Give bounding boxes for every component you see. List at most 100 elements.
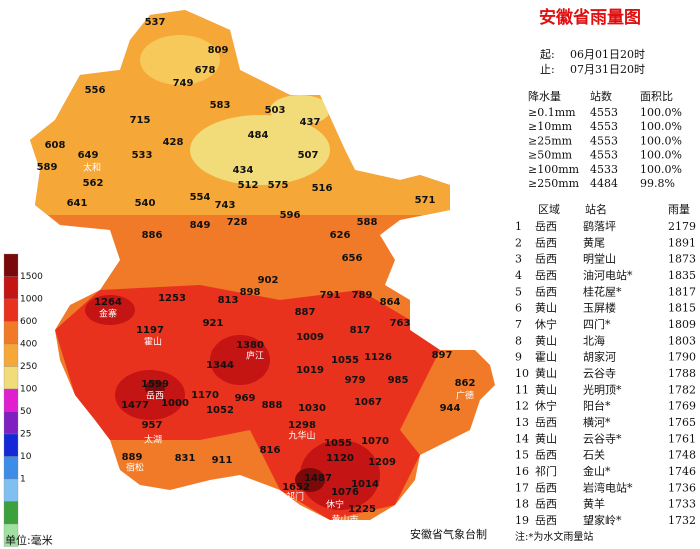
station-value: 816 (260, 445, 281, 456)
ranking-cell: 岳西 (535, 220, 557, 233)
place-name: 休宁 (326, 499, 344, 511)
station-value: 888 (262, 400, 283, 411)
station-value: 1055 (324, 438, 352, 449)
station-value: 813 (218, 295, 239, 306)
map (30, 10, 495, 520)
station-value: 789 (352, 290, 373, 301)
ranking-cell: 13 (515, 416, 529, 429)
ranking-cell: 黄山 (535, 382, 557, 396)
ranking-cell: 光明顶* (583, 382, 622, 396)
station-value: 1477 (121, 400, 149, 411)
station-value: 921 (203, 318, 224, 329)
station-value: 554 (190, 192, 211, 203)
place-name: 太和 (83, 162, 101, 174)
legend-label: 250 (20, 362, 37, 372)
station-value: 596 (280, 210, 301, 221)
ranking-cell: 6 (515, 302, 522, 315)
station-value: 1076 (331, 487, 359, 498)
station-value: 428 (163, 137, 184, 148)
ranking-cell: 17 (515, 481, 529, 494)
legend-swatch (3, 276, 19, 300)
ranking-cell: 胡家河 (583, 350, 616, 364)
station-value: 484 (248, 130, 269, 141)
ranking-cell: 石关 (583, 448, 605, 462)
station-value: 979 (345, 375, 366, 386)
station-value: 715 (130, 115, 151, 126)
legend-label: 1000 (20, 295, 43, 305)
period-start: 06月01日20时 (570, 48, 645, 61)
stats-cell: 4533 (590, 163, 618, 176)
station-value: 589 (37, 162, 58, 173)
place-name: 岳西 (146, 390, 164, 402)
ranking-cell: 岳西 (535, 514, 557, 527)
station-value: 809 (208, 45, 229, 56)
station-value: 1225 (348, 504, 376, 515)
ranking-cell: 9 (515, 351, 522, 364)
station-value: 507 (298, 150, 319, 161)
ranking-cell: 岳西 (535, 269, 557, 282)
station-value: 1487 (304, 473, 332, 484)
stats-header: 降水量 (528, 89, 561, 103)
legend-swatch (3, 433, 19, 457)
ranking-cell: 玉屏楼 (583, 301, 616, 315)
period-end: 07月31日20时 (570, 63, 645, 76)
ranking-cell: 5 (515, 285, 522, 298)
stats-cell: ≥25mm (528, 134, 573, 147)
ranking-cell: 黄山 (535, 431, 557, 445)
station-value: 1344 (206, 360, 234, 371)
station-value: 571 (415, 195, 436, 206)
ranking-cell: 1788 (668, 367, 696, 380)
station-value: 898 (240, 287, 261, 298)
ranking-cell: 云谷寺* (583, 432, 622, 445)
ranking-cell: 18 (515, 498, 529, 511)
period-end-label: 止: (540, 63, 555, 76)
station-value: 1652 (282, 482, 310, 493)
title: 安徽省雨量图 (539, 7, 641, 28)
ranking-cell: 岳西 (535, 285, 557, 298)
station-value: 1120 (326, 453, 354, 464)
stats-cell: 4553 (590, 149, 618, 162)
ranking-cell: 19 (515, 514, 529, 527)
period-start-label: 起: (540, 48, 555, 61)
legend-swatch (3, 253, 19, 277)
unit: 单位:毫米 (5, 533, 53, 547)
station-value: 540 (135, 198, 156, 209)
station-value: 649 (78, 150, 99, 161)
station-value: 1170 (191, 390, 219, 401)
ranking-cell: 阳台* (583, 399, 611, 413)
ranking-cell: 岳西 (535, 416, 557, 429)
ranking-cell: 11 (515, 383, 529, 396)
station-value: 897 (432, 350, 453, 361)
legend-label: 100 (20, 385, 37, 395)
ranking-cell: 休宁 (535, 317, 557, 331)
ranking-cell: 15 (515, 449, 529, 462)
station-value: 503 (265, 105, 286, 116)
station-value: 1052 (206, 405, 234, 416)
ranking-cell: 黄山 (535, 333, 557, 347)
stats-cell: ≥0.1mm (528, 106, 576, 119)
ranking-cell: 望家岭* (583, 513, 622, 527)
stats-cell: 100.0% (640, 106, 682, 119)
ranking-cell: 1891 (668, 236, 696, 249)
ranking-cell: 1817 (668, 285, 696, 298)
ranking-cell: 岳西 (535, 498, 557, 511)
station-value: 889 (122, 452, 143, 463)
station-value: 588 (357, 217, 378, 228)
ranking-cell: 桂花屋* (583, 284, 622, 298)
stats-cell: 4553 (590, 106, 618, 119)
station-value: 728 (227, 217, 248, 228)
ranking-cell: 1769 (668, 400, 696, 413)
station-value: 1019 (296, 365, 324, 376)
legend: 1500 1000 600 400 250 100 50 25 10 1 (3, 253, 43, 547)
ranking-header: 站名 (585, 202, 607, 216)
station-value: 434 (233, 165, 254, 176)
legend-swatch (3, 388, 19, 412)
legend-label: 1 (20, 475, 26, 485)
ranking-cell: 祁门 (535, 464, 557, 478)
ranking-cell: 1782 (668, 383, 696, 396)
station-value: 817 (350, 325, 371, 336)
ranking-cell: 1873 (668, 253, 696, 266)
station-value: 1067 (354, 397, 382, 408)
station-value: 575 (268, 180, 289, 191)
